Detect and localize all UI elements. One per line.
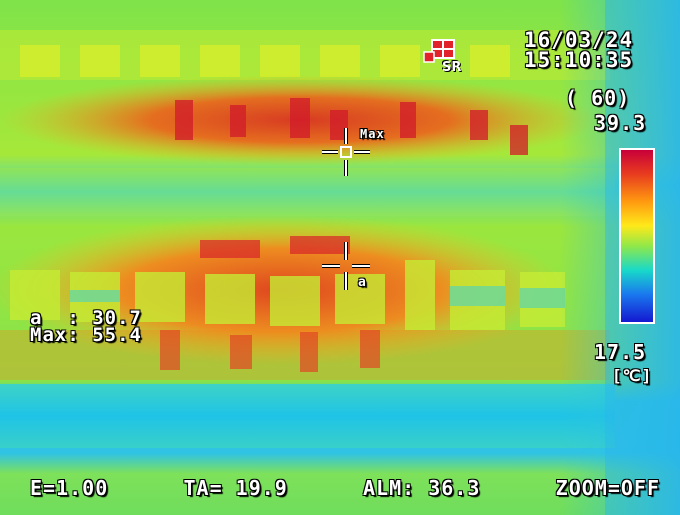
max-marker-label: Max bbox=[360, 127, 385, 141]
camera-logo-icon bbox=[423, 39, 455, 63]
max-spot-crosshair-icon bbox=[322, 128, 370, 176]
spot-a-marker-label: a bbox=[358, 275, 367, 290]
spot-a-reading: a : 30.7 bbox=[30, 307, 142, 329]
alarm-readout: ALM: 36.3 bbox=[363, 476, 481, 500]
emissivity-readout: E=1.00 bbox=[30, 476, 109, 500]
time-readout: 15:10:35 bbox=[524, 48, 634, 72]
ambient-temp-readout: TA= 19.9 bbox=[183, 476, 288, 500]
scale-max-value: 39.3 bbox=[594, 111, 647, 135]
date-readout: 16/03/24 bbox=[524, 28, 634, 52]
logo-text: SR bbox=[442, 60, 462, 75]
zoom-readout: ZOOM=OFF bbox=[555, 476, 660, 500]
range-readout: ( 60) bbox=[565, 86, 631, 110]
spot-max-reading: Max: 55.4 bbox=[30, 324, 142, 346]
status-bar: E=1.00 TA= 19.9 ALM: 36.3 ZOOM=OFF bbox=[30, 476, 660, 500]
spot-a-crosshair-icon bbox=[322, 242, 370, 290]
temperature-color-scale bbox=[619, 148, 655, 324]
scale-unit: [℃] bbox=[612, 366, 653, 385]
scale-min-value: 17.5 bbox=[594, 340, 647, 364]
